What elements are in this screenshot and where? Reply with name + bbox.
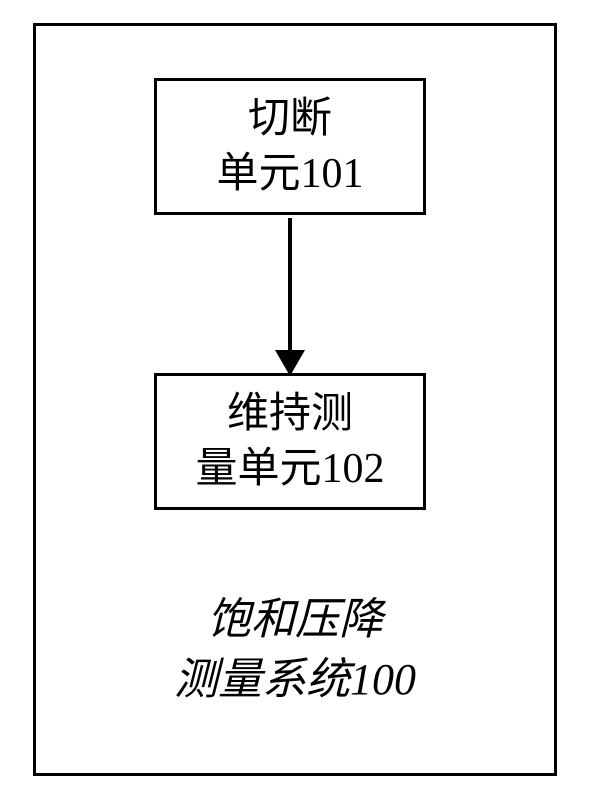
diagram-caption-line2: 测量系统100 [0,650,590,709]
edge-arrow-shaft [288,218,292,358]
node-cutoff-unit-line1: 切断 [248,92,332,147]
node-maintain-measure-unit-line2: 量单元102 [195,442,384,497]
diagram-caption-line1: 饱和压降 [0,590,590,649]
node-maintain-measure-unit-line1: 维持测 [227,387,353,442]
node-cutoff-unit: 切断 单元101 [154,78,426,215]
node-maintain-measure-unit: 维持测 量单元102 [154,373,426,510]
node-cutoff-unit-line2: 单元101 [216,147,363,202]
